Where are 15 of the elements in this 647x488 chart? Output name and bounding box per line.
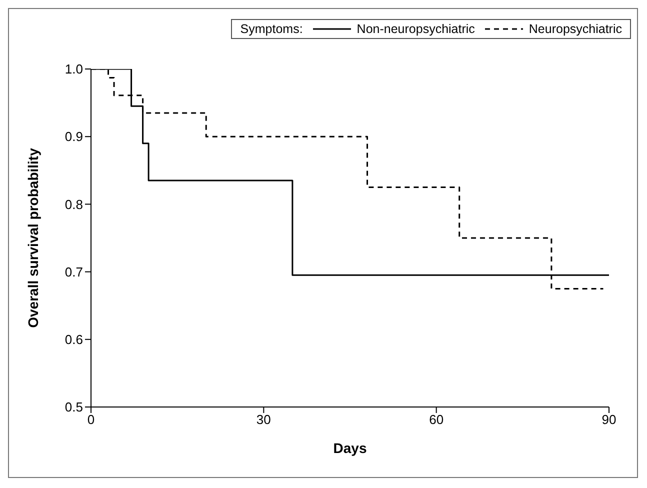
legend-label: Non-neuropsychiatric [356, 22, 475, 36]
y-tick-label: 0.5 [64, 400, 83, 415]
x-tick-label: 30 [256, 412, 271, 428]
x-tick-label: 90 [602, 412, 616, 428]
legend-title: Symptoms: [240, 22, 303, 36]
y-tick-label: 1.0 [64, 62, 83, 77]
y-axis-title: Overall survival probability [24, 148, 41, 328]
y-tick-label: 0.6 [64, 332, 83, 348]
x-tick-label: 0 [87, 412, 95, 428]
y-tick-label: 0.8 [64, 196, 83, 212]
legend-label: Neuropsychiatric [528, 22, 622, 36]
y-tick-label: 0.7 [64, 264, 83, 280]
x-tick-label: 60 [429, 412, 444, 428]
x-axis-title: Days [333, 440, 367, 456]
y-tick-label: 0.9 [64, 129, 83, 144]
